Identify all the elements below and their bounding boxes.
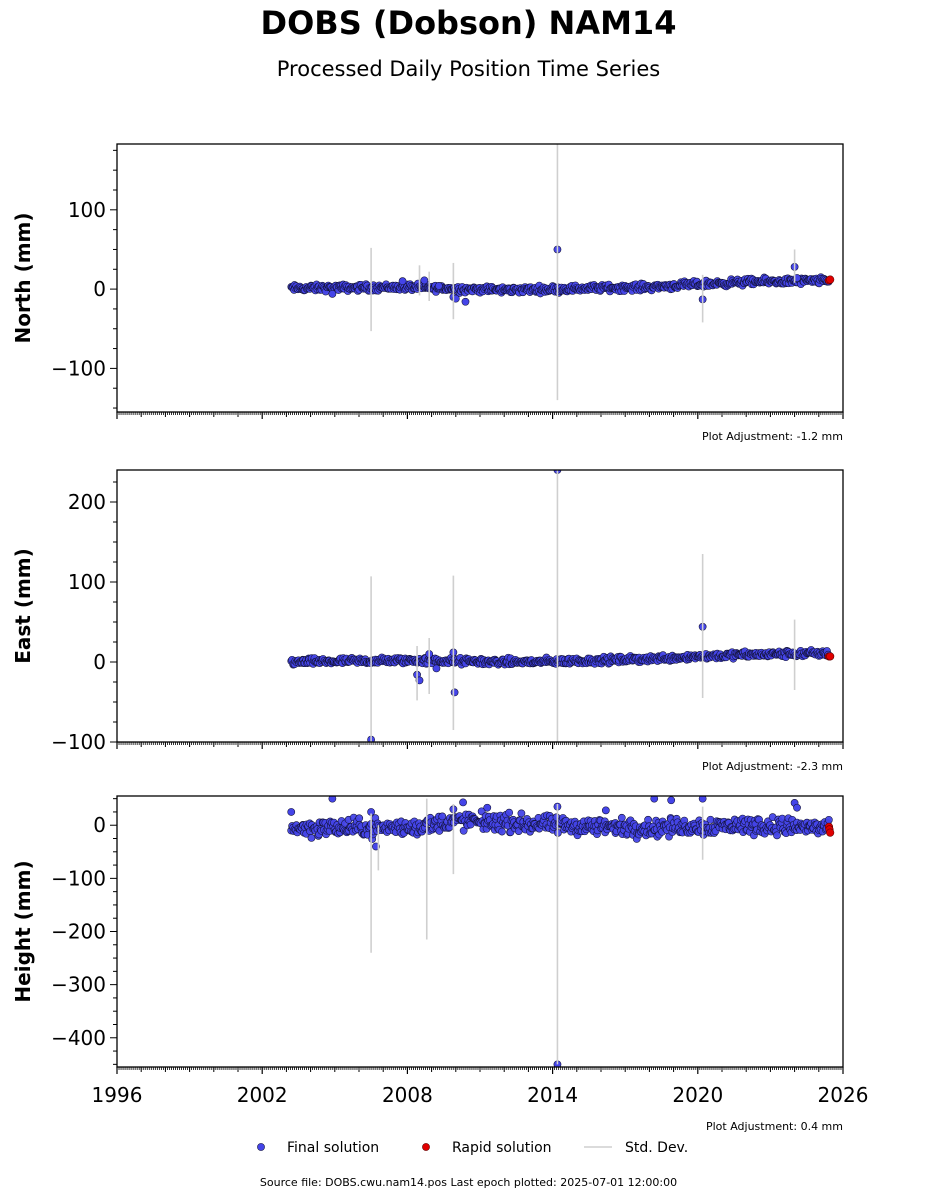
legend-entry: Rapid solution [422,1140,552,1156]
final-solution-point [450,688,459,697]
stddev-series-height [370,798,704,1065]
legend-entry: Std. Dev. [584,1140,688,1156]
y-tick-label: 0 [93,650,106,674]
x-tick-label: 2014 [527,1083,578,1107]
x-tick-label: 2002 [237,1083,288,1107]
y-axis-label-north: North (mm) [11,212,35,343]
y-tick-label: 0 [93,277,106,301]
legend-label: Final solution [287,1140,379,1156]
final-solution-series-north [287,245,833,306]
plot-adjustment-note-height: Plot Adjustment: 0.4 mm [706,1120,843,1133]
x-axis-height: 1996 2002 2008 2014 2020 2026 [92,1067,869,1107]
final-solution-point [461,297,470,306]
x-tick-label: 2008 [382,1083,433,1107]
rapid-solution-series-north [824,275,835,285]
y-tick-label: 0 [93,813,106,837]
chart-subtitle: Processed Daily Position Time Series [276,57,661,81]
final-solution-series-east [287,470,833,742]
y-axis-label-east: East (mm) [11,548,35,664]
chart-title: DOBS (Dobson) NAM14 [260,4,677,42]
y-tick-label: 100 [68,198,106,222]
rapid-solution-point [826,652,835,661]
legend-marker [257,1143,265,1151]
final-solution-point [483,803,492,812]
y-tick-label: −100 [51,356,106,380]
y-tick-label: −100 [51,866,106,890]
final-solution-point [398,277,407,286]
y-axis-label-height: Height (mm) [11,860,35,1002]
axes-frame-east [116,469,844,743]
final-solution-point [505,808,514,817]
y-tick-label: −200 [51,920,106,944]
final-solution-point [824,816,833,824]
legend-label: Std. Dev. [625,1140,688,1156]
source-footer: Source file: DOBS.cwu.nam14.pos Last epo… [259,1176,678,1189]
final-solution-point [793,803,801,812]
panel-north: −100 0 100 North (mm) Plot Adjustment: -1.2 … [11,143,844,443]
final-solution-point [617,813,626,822]
plot-area-north [287,144,835,401]
plot-adjustment-note-north: Plot Adjustment: -1.2 mm [702,430,843,443]
rapid-solution-point [826,275,835,284]
final-solution-point [459,826,468,835]
final-solution-point [420,276,429,285]
final-solution-point [667,796,676,805]
panel-east: −100 0 100 200 East (mm) Plot Adjustment: -2.… [11,469,844,773]
plot-adjustment-note-east: Plot Adjustment: -2.3 mm [702,760,843,773]
final-solution-point [434,282,443,290]
x-tick-label: 2020 [672,1083,723,1107]
final-solution-point [459,798,467,807]
rapid-solution-series-east [824,652,835,661]
axes-frame-height [116,795,844,1068]
final-solution-point [773,831,781,840]
final-solution-point [328,796,337,803]
y-axis-north: −100 0 100 [51,149,117,409]
x-tick-label: 2026 [818,1083,869,1107]
final-solution-point [498,827,506,836]
plot-area-east [287,470,835,742]
final-solution-point [287,808,296,816]
final-solution-series-height [287,796,833,1067]
x-axis-east [116,742,844,749]
y-tick-label: −300 [51,973,106,997]
panel-height: −400 −300 −200 −100 0 Height (mm) 1996 2002 2008… [11,795,868,1133]
y-axis-height: −400 −300 −200 −100 0 [51,798,117,1065]
stddev-series-east [370,470,796,742]
rapid-solution-point [826,828,835,837]
legend: Final solution Rapid solution Std. Dev. [257,1140,688,1156]
y-axis-east: −100 0 100 200 [51,481,117,754]
legend-entry: Final solution [257,1140,379,1156]
final-solution-point [307,834,316,842]
plot-area-height [287,796,835,1067]
y-tick-label: 200 [68,490,106,514]
final-solution-point [601,806,610,815]
final-solution-point [650,796,659,803]
final-solution-point [438,812,447,821]
y-tick-label: −100 [51,730,106,754]
rapid-solution-series-height [824,822,835,837]
final-solution-point [517,809,526,818]
legend-marker [422,1143,430,1151]
final-solution-point [328,289,337,298]
stddev-series-north [370,144,796,401]
final-solution-point [644,815,652,824]
y-tick-label: 100 [68,570,106,594]
x-tick-label: 1996 [92,1083,143,1107]
final-solution-point [432,664,441,673]
x-axis-north [116,412,844,419]
final-solution-point [698,796,707,803]
final-solution-point [355,814,364,823]
y-tick-label: −400 [51,1026,106,1050]
legend-label: Rapid solution [452,1140,552,1156]
